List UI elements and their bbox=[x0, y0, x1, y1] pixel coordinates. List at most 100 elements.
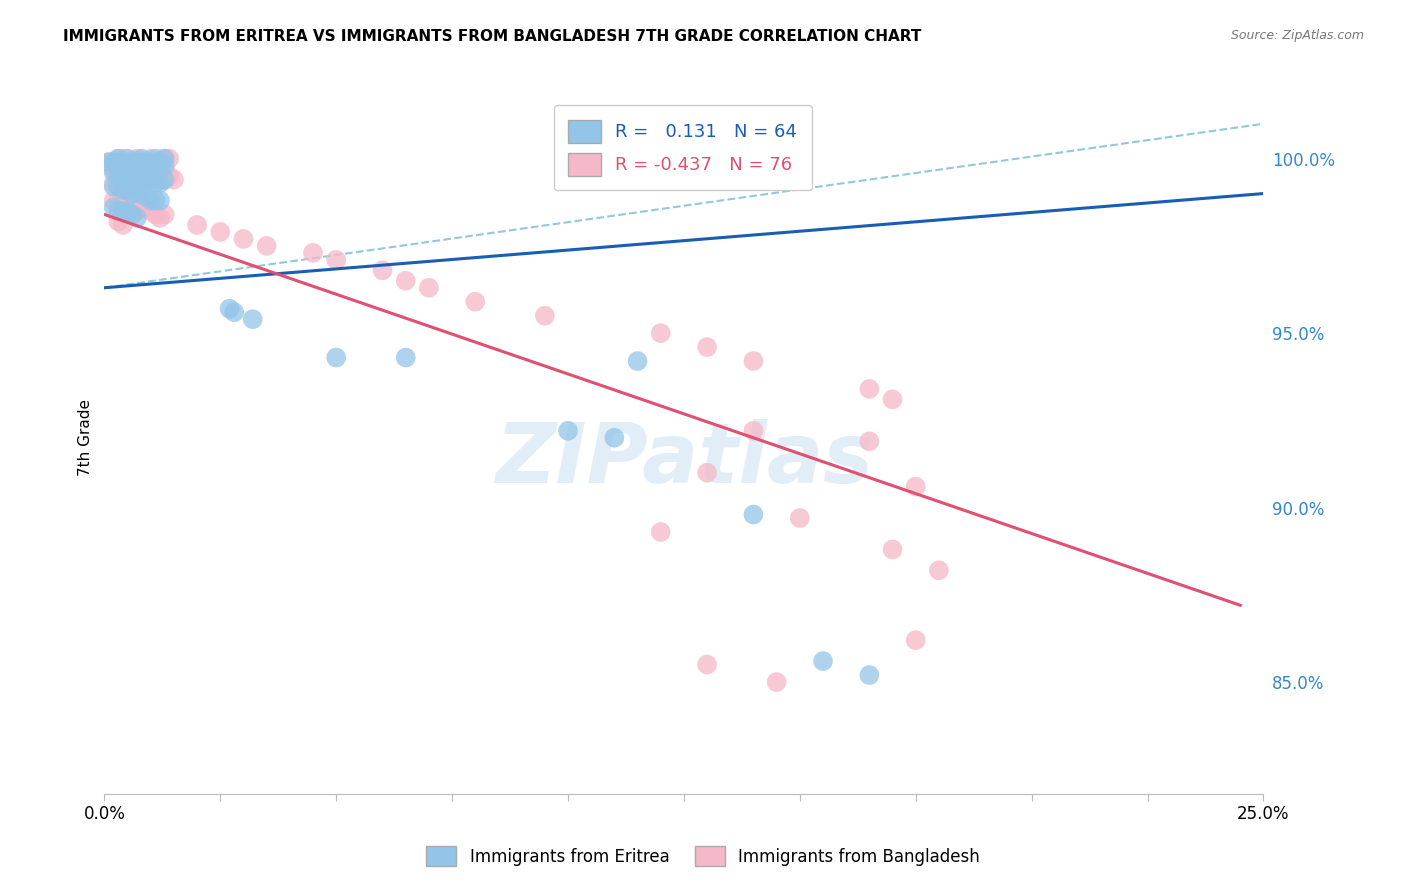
Point bbox=[103, 201, 125, 215]
Point bbox=[153, 152, 176, 166]
Point bbox=[603, 431, 626, 445]
Point bbox=[125, 162, 148, 177]
Point bbox=[111, 152, 134, 166]
Point bbox=[928, 563, 950, 577]
Point bbox=[139, 172, 162, 186]
Point bbox=[117, 169, 139, 183]
Point bbox=[111, 169, 134, 183]
Point bbox=[117, 183, 139, 197]
Point bbox=[135, 201, 157, 215]
Point bbox=[103, 155, 125, 169]
Text: ZIPatlas: ZIPatlas bbox=[495, 418, 873, 500]
Legend: R =   0.131   N = 64, R = -0.437   N = 76: R = 0.131 N = 64, R = -0.437 N = 76 bbox=[554, 105, 811, 190]
Point bbox=[98, 155, 121, 169]
Point bbox=[103, 179, 125, 194]
Point bbox=[117, 162, 139, 177]
Point bbox=[149, 155, 172, 169]
Point bbox=[149, 211, 172, 225]
Point bbox=[650, 524, 672, 539]
Point bbox=[111, 204, 134, 219]
Point bbox=[121, 155, 143, 169]
Point bbox=[139, 194, 162, 208]
Point bbox=[302, 245, 325, 260]
Point bbox=[139, 204, 162, 219]
Point bbox=[145, 207, 167, 221]
Point bbox=[811, 654, 834, 668]
Point bbox=[153, 207, 176, 221]
Point bbox=[107, 152, 129, 166]
Point bbox=[107, 159, 129, 173]
Point bbox=[145, 155, 167, 169]
Point bbox=[256, 239, 278, 253]
Point bbox=[121, 204, 143, 219]
Point bbox=[533, 309, 555, 323]
Point bbox=[325, 351, 347, 365]
Point bbox=[117, 201, 139, 215]
Point bbox=[131, 155, 153, 169]
Point bbox=[145, 152, 167, 166]
Point bbox=[135, 172, 157, 186]
Point bbox=[139, 162, 162, 177]
Point bbox=[121, 186, 143, 201]
Point bbox=[107, 166, 129, 180]
Point bbox=[882, 542, 904, 557]
Point bbox=[117, 162, 139, 177]
Point bbox=[117, 152, 139, 166]
Point bbox=[153, 159, 176, 173]
Point bbox=[650, 326, 672, 340]
Point bbox=[103, 166, 125, 180]
Point bbox=[111, 155, 134, 169]
Point bbox=[242, 312, 264, 326]
Point bbox=[149, 155, 172, 169]
Point bbox=[742, 424, 765, 438]
Point bbox=[742, 354, 765, 368]
Point bbox=[111, 183, 134, 197]
Point bbox=[157, 169, 180, 183]
Point bbox=[121, 166, 143, 180]
Point bbox=[125, 211, 148, 225]
Point bbox=[131, 169, 153, 183]
Point bbox=[131, 183, 153, 197]
Point bbox=[121, 155, 143, 169]
Point bbox=[765, 675, 787, 690]
Point bbox=[111, 159, 134, 173]
Point bbox=[117, 183, 139, 197]
Point bbox=[218, 301, 240, 316]
Point bbox=[696, 466, 718, 480]
Text: Source: ZipAtlas.com: Source: ZipAtlas.com bbox=[1230, 29, 1364, 42]
Point bbox=[904, 480, 927, 494]
Point bbox=[125, 186, 148, 201]
Point bbox=[135, 159, 157, 173]
Point bbox=[904, 633, 927, 648]
Point bbox=[371, 263, 394, 277]
Point bbox=[98, 155, 121, 169]
Point bbox=[107, 204, 129, 219]
Point bbox=[557, 424, 579, 438]
Point bbox=[209, 225, 232, 239]
Point bbox=[125, 172, 148, 186]
Point bbox=[395, 351, 418, 365]
Point bbox=[107, 194, 129, 208]
Point bbox=[117, 155, 139, 169]
Point bbox=[224, 305, 246, 319]
Point bbox=[163, 172, 186, 186]
Point bbox=[153, 172, 176, 186]
Point bbox=[157, 152, 180, 166]
Point bbox=[125, 155, 148, 169]
Point bbox=[125, 204, 148, 219]
Point bbox=[125, 166, 148, 180]
Y-axis label: 7th Grade: 7th Grade bbox=[79, 400, 93, 476]
Point bbox=[149, 172, 172, 186]
Point bbox=[111, 197, 134, 211]
Point bbox=[858, 668, 880, 682]
Point bbox=[107, 179, 129, 194]
Point bbox=[121, 186, 143, 201]
Point bbox=[626, 354, 648, 368]
Point bbox=[107, 179, 129, 194]
Point bbox=[145, 176, 167, 190]
Point bbox=[139, 155, 162, 169]
Point bbox=[131, 183, 153, 197]
Point bbox=[858, 382, 880, 396]
Point bbox=[107, 152, 129, 166]
Point bbox=[103, 194, 125, 208]
